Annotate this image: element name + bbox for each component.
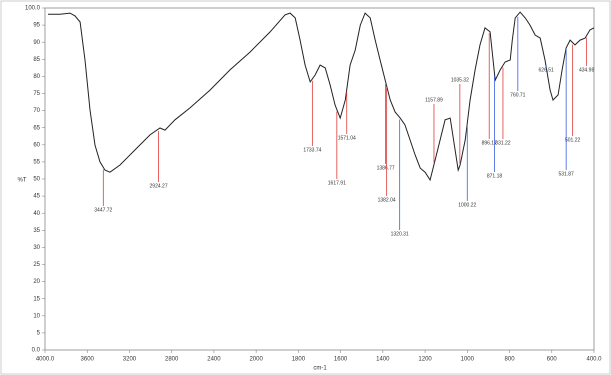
y-tick-label: 0.0 — [32, 348, 41, 354]
peak-label: 831.22 — [495, 140, 511, 146]
x-tick-label: 3200 — [123, 357, 137, 363]
peak-label: 2924.27 — [150, 183, 168, 189]
x-tick-label: 3600 — [81, 357, 95, 363]
y-tick-label: 60 — [33, 142, 40, 148]
peak-label: 1382.04 — [378, 197, 396, 203]
x-tick-label: 1400 — [376, 357, 390, 363]
y-tick-label: 40 — [33, 211, 40, 217]
x-tick-label: 1000 — [461, 357, 475, 363]
y-tick-label: 70 — [33, 108, 40, 114]
peak-label: 760.71 — [510, 92, 526, 98]
peak-label: 1000.22 — [458, 202, 476, 208]
y-tick-label: 35 — [33, 228, 40, 234]
peak-label: 1320.31 — [391, 231, 409, 237]
x-tick-label: 2800 — [165, 357, 179, 363]
x-axis-label: cm-1 — [313, 366, 327, 372]
y-axis-label: %T — [18, 178, 27, 184]
x-tick-label: 800 — [505, 357, 516, 363]
y-tick-label: 30 — [33, 245, 40, 251]
y-tick-label: 55 — [33, 159, 40, 165]
y-tick-label: 80 — [33, 74, 40, 80]
peak-label: 1733.74 — [303, 147, 321, 153]
x-tick-label: 600 — [547, 357, 558, 363]
peak-label: 1571.04 — [338, 135, 356, 141]
x-tick-label: 1600 — [334, 357, 348, 363]
y-tick-label: 25 — [33, 262, 40, 268]
spectrum — [48, 11, 595, 182]
peak-label: 1157.89 — [425, 97, 443, 103]
y-tick-label: 50 — [33, 177, 40, 183]
x-tick-label: 2000 — [249, 357, 263, 363]
y-tick-label: 85 — [33, 57, 40, 63]
x-tick-label: 4000.0 — [36, 357, 55, 363]
peak-label: 3447.72 — [94, 207, 112, 213]
peak-label: 1386.77 — [377, 165, 395, 171]
peak-label: 501.22 — [565, 137, 581, 143]
y-tick-label: 20 — [33, 279, 40, 285]
y-tick-label: 65 — [33, 125, 40, 131]
y-tick-label: 90 — [33, 40, 40, 46]
peak-label: 531.87 — [559, 171, 575, 177]
x-tick-label: 400.0 — [586, 357, 602, 363]
x-tick-label: 1800 — [292, 357, 306, 363]
y-tick-label: 45 — [33, 194, 40, 200]
y-tick-label: 5 — [37, 330, 41, 336]
peak-label: 896.17 — [482, 140, 498, 146]
peak-label: 1035.32 — [451, 77, 469, 83]
y-tick-label: 100.0 — [25, 6, 41, 12]
peak-label: 871.18 — [487, 173, 503, 179]
peak-label: 626.51 — [539, 67, 555, 73]
y-tick-label: 15 — [33, 296, 40, 302]
peak-label: 1617.91 — [328, 180, 346, 186]
x-tick-label: 1200 — [418, 357, 432, 363]
x-tick-label: 2400 — [207, 357, 221, 363]
y-tick-label: 95 — [33, 23, 40, 29]
peak-label: 434.98 — [579, 67, 595, 73]
y-tick-label: 75 — [33, 91, 40, 97]
y-tick-label: 10 — [33, 313, 40, 319]
